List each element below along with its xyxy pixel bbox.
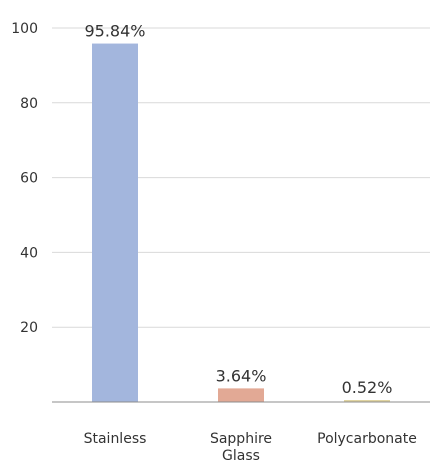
y-tick-label: 100 bbox=[11, 21, 38, 37]
data-labels: 95.84% 3.64% 0.52% bbox=[84, 22, 392, 397]
data-label: 3.64% bbox=[216, 366, 267, 385]
x-category-label: Stainless bbox=[84, 431, 147, 447]
y-tick-label: 20 bbox=[20, 320, 38, 336]
data-label: 95.84% bbox=[84, 22, 145, 41]
y-tick-label: 40 bbox=[20, 245, 38, 261]
y-tick-label: 60 bbox=[20, 171, 38, 187]
x-category-label: Sapphire Glass bbox=[210, 431, 272, 464]
x-category-label: Polycarbonate bbox=[317, 431, 417, 447]
bar-polycarbonate bbox=[344, 400, 390, 402]
bar-stainless bbox=[92, 43, 138, 402]
bar-sapphire-glass bbox=[218, 388, 264, 402]
data-label: 0.52% bbox=[342, 378, 393, 397]
x-axis-category-labels: Stainless Sapphire Glass Polycarbonate bbox=[84, 431, 417, 464]
bars bbox=[92, 43, 390, 402]
y-tick-label: 80 bbox=[20, 96, 38, 112]
y-axis-tick-labels: 20 40 60 80 100 bbox=[11, 21, 38, 336]
